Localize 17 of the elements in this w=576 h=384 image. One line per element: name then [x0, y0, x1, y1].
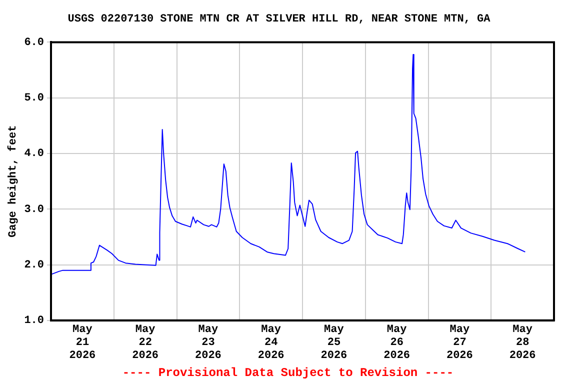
x-tick-label: May 26 2026 [384, 324, 410, 362]
chart-title: USGS 02207130 STONE MTN CR AT SILVER HILL RD, NEAR STONE MTN, GA [68, 13, 491, 26]
text: ---- Provisional Data Subject to Revision ---- [121, 366, 455, 380]
x-tick-label: May 27 2026 [446, 324, 473, 362]
x-tick-label: May 28 2026 [509, 324, 536, 362]
y-tick-label: 3.0 [24, 204, 44, 216]
y-axis-title: Gage height, feet [6, 125, 20, 238]
x-tick-label: May 25 2026 [320, 324, 348, 362]
x-tick-label: May 22 2026 [132, 324, 159, 362]
x-tick-label: May 21 2026 [69, 324, 96, 362]
x-tick-label: May 24 2026 [258, 324, 284, 362]
y-tick-label: 2.0 [24, 260, 44, 272]
y-tick-label: 5.0 [24, 92, 44, 105]
y-tick-label: 1.0 [24, 315, 44, 328]
y-tick-label: 6.0 [24, 36, 44, 49]
y-tick-label: 4.0 [24, 148, 44, 160]
x-tick-label: May 23 2026 [194, 324, 222, 362]
